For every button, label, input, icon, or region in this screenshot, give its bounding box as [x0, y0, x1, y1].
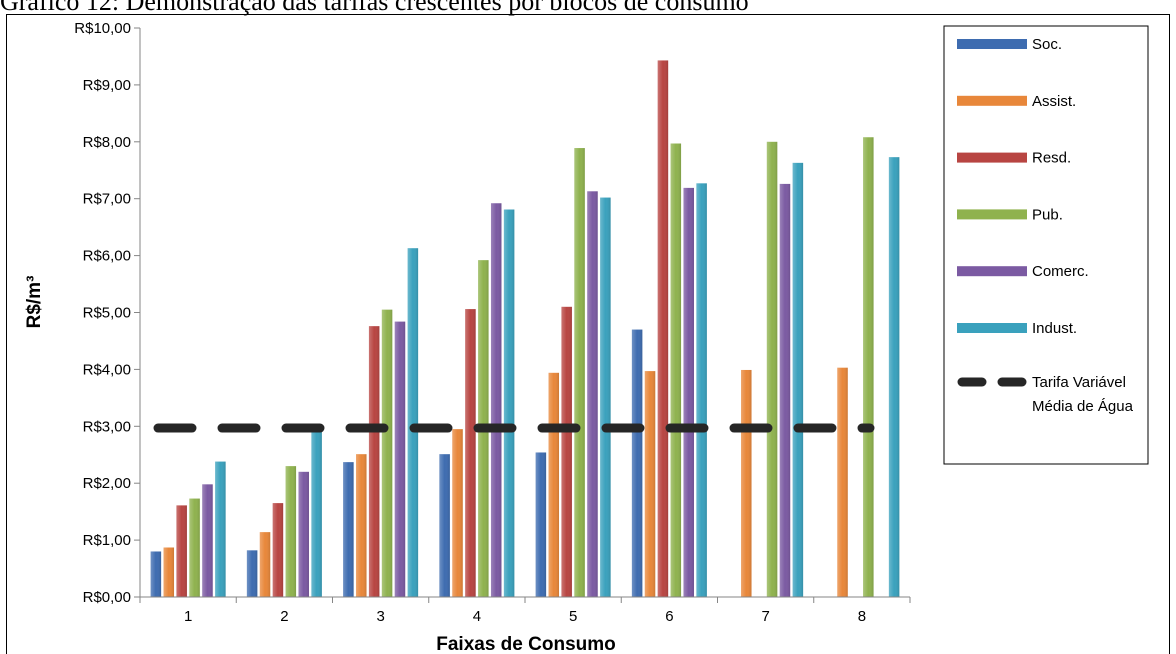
bar-shading: [766, 141, 778, 598]
legend-swatch: [957, 152, 1027, 163]
y-tick-label: R$10,00: [74, 20, 131, 37]
bar-shading: [176, 505, 187, 597]
x-tick-label: 4: [473, 608, 481, 625]
bar-shading: [163, 547, 175, 597]
bar-shading: [535, 452, 547, 597]
bar-shading: [311, 429, 322, 597]
bar-shading: [741, 369, 752, 597]
bar-shading: [356, 454, 367, 597]
bar-shading: [394, 321, 406, 597]
bar-shading: [343, 462, 354, 597]
y-tick-label: R$5,00: [83, 305, 131, 322]
y-tick-label: R$7,00: [83, 191, 131, 208]
bar-shading: [631, 329, 643, 597]
bar-shading: [779, 183, 791, 597]
bar-shading: [215, 461, 226, 597]
legend-swatch: [957, 39, 1027, 49]
x-tick-label: 3: [376, 608, 384, 625]
bar-shading: [548, 372, 560, 597]
bar-shading: [490, 203, 502, 597]
bar-shading: [202, 484, 213, 597]
legend-label: Resd.: [1032, 150, 1071, 167]
bar-shading: [863, 137, 874, 598]
x-tick-label: 5: [569, 608, 577, 625]
y-tick-label: R$9,00: [83, 77, 131, 94]
x-axis-title: Faixas de Consumo: [436, 634, 616, 654]
legend-label: Soc.: [1032, 36, 1062, 53]
legend-label: Indust.: [1032, 320, 1077, 337]
legend-label: Assist.: [1032, 93, 1076, 110]
bar-shading: [368, 326, 380, 597]
bar-shading: [246, 550, 258, 597]
legend-label: Tarifa Variável: [1032, 374, 1126, 391]
y-tick-label: R$1,00: [83, 532, 131, 549]
legend-swatch: [957, 323, 1027, 333]
chart-caption: Gráfico 12: Demonstração das tarifas cre…: [0, 0, 749, 16]
bar-shading: [189, 498, 200, 597]
bar-shading: [670, 143, 682, 597]
bar-shading: [452, 429, 463, 597]
x-tick-label: 2: [280, 608, 288, 625]
bar-shading: [657, 60, 669, 598]
bar-shading: [465, 309, 476, 597]
bar-shading: [298, 471, 309, 597]
y-tick-label: R$4,00: [83, 361, 131, 378]
bar-shading: [407, 248, 419, 597]
legend-swatch: [957, 95, 1027, 106]
y-tick-label: R$3,00: [83, 418, 131, 435]
bar-shading: [285, 466, 297, 597]
y-tick-label: R$0,00: [83, 589, 131, 606]
bar-shading: [503, 209, 515, 598]
bar-shading: [259, 532, 271, 597]
bar-shading: [574, 148, 585, 597]
legend-label: Pub.: [1032, 206, 1063, 223]
legend-label: Comerc.: [1032, 263, 1089, 280]
bar-shading: [381, 309, 393, 597]
bar-shading: [561, 306, 572, 597]
chart-frame: [6, 14, 1170, 654]
bar-shading: [587, 191, 598, 598]
y-tick-label: R$6,00: [83, 248, 131, 265]
bar-shading: [837, 367, 848, 597]
bar-shading: [600, 197, 611, 597]
bar-shading: [888, 157, 900, 597]
y-axis-title: R$/m³: [24, 276, 45, 329]
bar-shading: [439, 454, 450, 597]
bar-shading: [272, 503, 284, 597]
bar-shading: [696, 183, 707, 597]
bar-shading: [644, 371, 656, 597]
x-tick-label: 6: [665, 608, 673, 625]
y-tick-label: R$2,00: [83, 475, 131, 492]
bar-shading: [683, 187, 694, 598]
legend-swatch: [957, 266, 1027, 277]
x-tick-label: 7: [761, 608, 769, 625]
legend-label: Média de Água: [1032, 398, 1134, 415]
legend-swatch: [957, 209, 1027, 220]
x-tick-label: 1: [184, 608, 192, 625]
bar-shading: [792, 162, 804, 597]
bar-shading: [150, 551, 162, 597]
x-tick-label: 8: [858, 608, 866, 625]
y-tick-label: R$8,00: [83, 134, 131, 151]
